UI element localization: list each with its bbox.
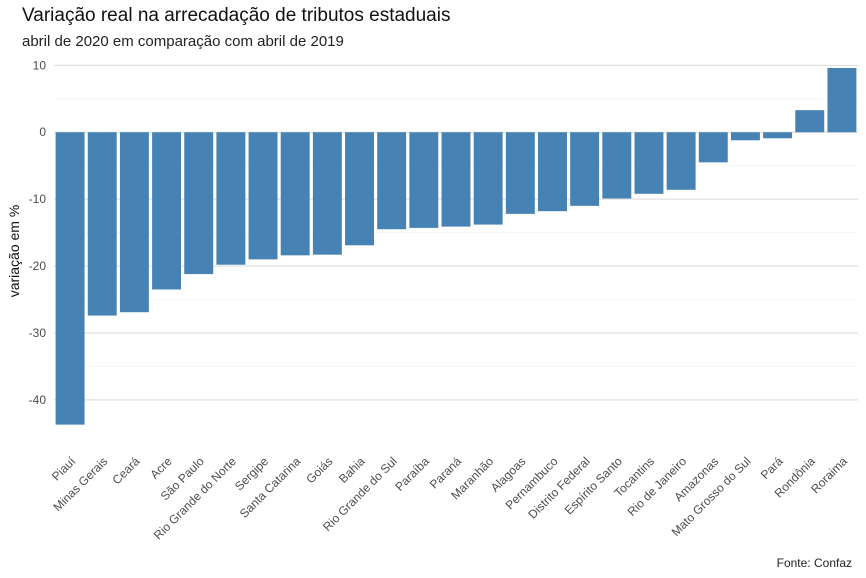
bar	[473, 132, 503, 225]
x-tick-label: Pará	[758, 454, 786, 482]
y-axis-title: variação em %	[6, 205, 22, 298]
x-tick-label: Paraíba	[392, 454, 432, 494]
x-tick-label: Ceará	[110, 454, 143, 487]
bar	[248, 132, 278, 260]
bar	[634, 132, 664, 194]
bar	[377, 132, 407, 230]
x-tick-label: Acre	[147, 454, 175, 482]
bar	[505, 132, 535, 214]
bar	[184, 132, 214, 275]
bar	[152, 132, 182, 290]
bar	[87, 132, 117, 316]
bar	[55, 132, 85, 425]
bar	[666, 132, 696, 190]
y-tick-label: 10	[33, 58, 47, 72]
y-axis-tick-labels: 10 0 -10 -20 -30 -40	[29, 58, 47, 407]
bar	[409, 132, 439, 228]
y-tick-label: 0	[39, 125, 46, 139]
y-tick-label: -30	[29, 326, 47, 340]
bar	[280, 132, 310, 256]
x-tick-label: Roraima	[808, 454, 850, 496]
bar	[698, 132, 728, 163]
x-tick-label: Goiás	[303, 454, 335, 486]
chart-subtitle: abril de 2020 em comparação com abril de…	[22, 33, 344, 50]
source-caption: Fonte: Confaz	[776, 556, 852, 570]
y-tick-label: -10	[29, 192, 47, 206]
bar	[345, 132, 374, 246]
y-tick-label: -40	[29, 393, 47, 407]
bar	[538, 132, 567, 212]
y-tick-label: -20	[29, 259, 47, 273]
bars	[55, 68, 857, 425]
bar	[119, 132, 149, 313]
bar	[312, 132, 342, 255]
chart-title: Variação real na arrecadação de tributos…	[22, 5, 451, 26]
bar	[763, 132, 793, 139]
bar	[827, 68, 857, 133]
x-tick-label: Piauí	[49, 454, 79, 484]
bar	[730, 132, 760, 141]
bar	[795, 110, 825, 133]
bar	[216, 132, 246, 265]
bar	[602, 132, 632, 199]
bar	[570, 132, 600, 206]
bar	[441, 132, 471, 227]
